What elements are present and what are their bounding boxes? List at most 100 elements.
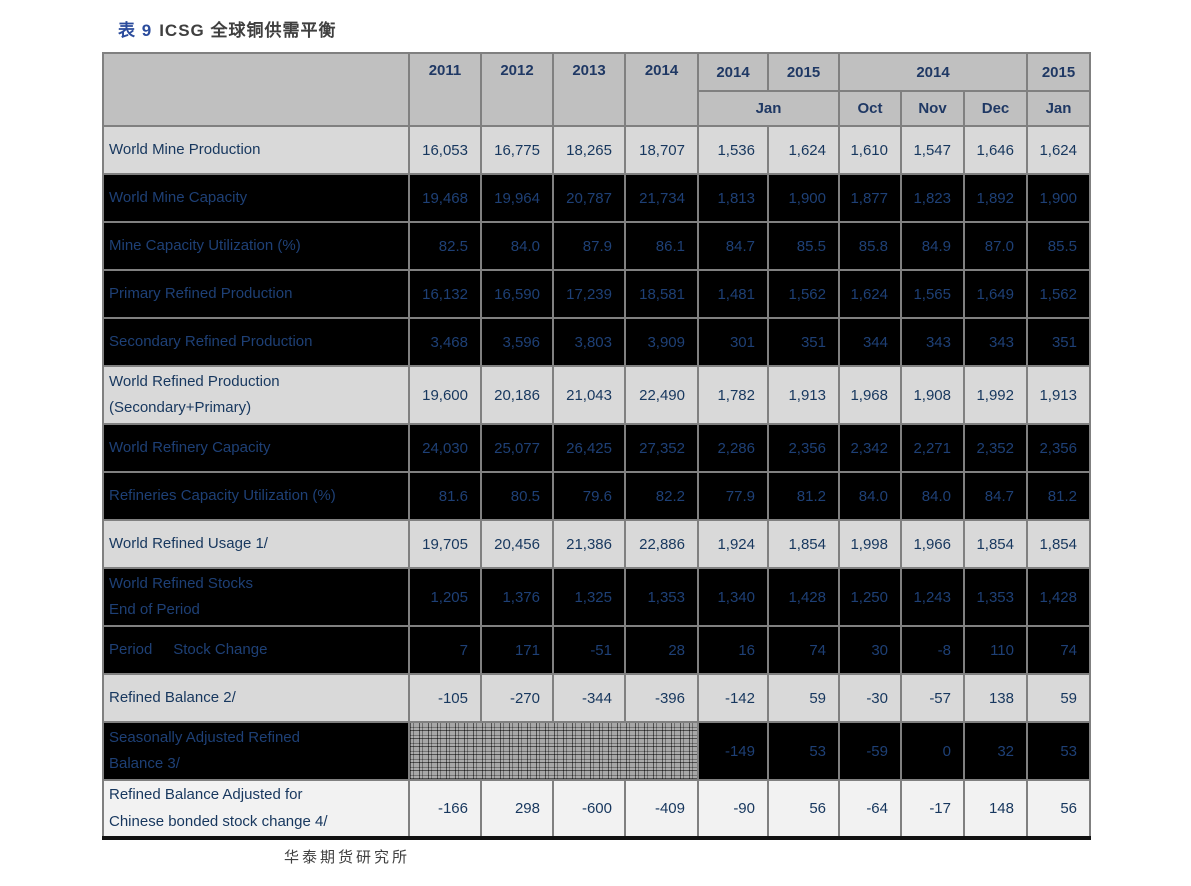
value-cell: 2,286 xyxy=(697,423,769,473)
value-cell: 1,900 xyxy=(1026,173,1091,223)
row-label: World Mine Production xyxy=(102,125,410,175)
value-cell: 56 xyxy=(1026,779,1091,839)
value-cell: 7 xyxy=(408,625,482,675)
value-cell: -59 xyxy=(838,721,902,781)
value-cell: 16,590 xyxy=(480,269,554,319)
value-cell: -30 xyxy=(838,673,902,723)
value-cell: -396 xyxy=(624,673,699,723)
value-cell: 1,913 xyxy=(1026,365,1091,425)
value-cell: -166 xyxy=(408,779,482,839)
value-cell: 21,043 xyxy=(552,365,626,425)
value-cell: 1,913 xyxy=(767,365,840,425)
value-cell: 53 xyxy=(1026,721,1091,781)
value-cell: 80.5 xyxy=(480,471,554,521)
value-cell: 110 xyxy=(963,625,1028,675)
value-cell: 87.9 xyxy=(552,221,626,271)
value-cell: 16 xyxy=(697,625,769,675)
value-cell: 26,425 xyxy=(552,423,626,473)
value-cell: 1,205 xyxy=(408,567,482,627)
value-cell: 1,562 xyxy=(1026,269,1091,319)
header-year-2014: 2014 xyxy=(624,52,699,127)
value-cell: 53 xyxy=(767,721,840,781)
value-cell: 1,854 xyxy=(767,519,840,569)
row-label: Period Stock Change xyxy=(102,625,410,675)
value-cell: 18,707 xyxy=(624,125,699,175)
value-cell: 22,490 xyxy=(624,365,699,425)
value-cell: 1,823 xyxy=(900,173,965,223)
value-cell: 138 xyxy=(963,673,1028,723)
value-cell: -409 xyxy=(624,779,699,839)
table-title-text: ICSG 全球铜供需平衡 xyxy=(159,21,337,40)
table-row: World Refined Stocks End of Period 1,205 1… xyxy=(102,567,1091,627)
value-cell: 1,547 xyxy=(900,125,965,175)
value-cell: 3,468 xyxy=(408,317,482,367)
value-cell: 17,239 xyxy=(552,269,626,319)
row-label: Primary Refined Production xyxy=(102,269,410,319)
value-cell: 59 xyxy=(767,673,840,723)
value-cell: 1,854 xyxy=(963,519,1028,569)
value-cell: 85.8 xyxy=(838,221,902,271)
table-row: Refined Balance 2/-105 -270 -344 -396 -142 59… xyxy=(102,673,1091,723)
value-cell: 32 xyxy=(963,721,1028,781)
value-cell: 2,271 xyxy=(900,423,965,473)
value-cell: 1,924 xyxy=(697,519,769,569)
value-cell: 84.7 xyxy=(963,471,1028,521)
value-cell: -8 xyxy=(900,625,965,675)
value-cell: 21,734 xyxy=(624,173,699,223)
value-cell: 84.0 xyxy=(838,471,902,521)
value-cell: 19,964 xyxy=(480,173,554,223)
value-cell: 1,877 xyxy=(838,173,902,223)
value-cell: 1,813 xyxy=(697,173,769,223)
value-cell: 21,386 xyxy=(552,519,626,569)
table-number-label: 表 9 xyxy=(118,21,153,40)
value-cell: -149 xyxy=(697,721,769,781)
value-cell: 74 xyxy=(767,625,840,675)
header-month-dec: Dec xyxy=(963,90,1028,127)
value-cell: 2,356 xyxy=(1026,423,1091,473)
value-cell: 30 xyxy=(838,625,902,675)
value-cell: 343 xyxy=(900,317,965,367)
value-cell: 1,340 xyxy=(697,567,769,627)
header-jan-right-year: 2015 xyxy=(767,52,840,92)
value-cell: 18,581 xyxy=(624,269,699,319)
value-cell: 1,966 xyxy=(900,519,965,569)
value-cell: 2,342 xyxy=(838,423,902,473)
table-row: World Refined Production (Secondary+Prim… xyxy=(102,365,1091,425)
value-cell: 301 xyxy=(697,317,769,367)
row-label: Secondary Refined Production xyxy=(102,317,410,367)
value-cell: 1,992 xyxy=(963,365,1028,425)
value-cell: 2,352 xyxy=(963,423,1028,473)
value-cell: 28 xyxy=(624,625,699,675)
value-cell: 81.6 xyxy=(408,471,482,521)
value-cell: 84.0 xyxy=(900,471,965,521)
row-label: Seasonally Adjusted Refined Balance 3/ xyxy=(102,721,410,781)
value-cell: 27,352 xyxy=(624,423,699,473)
value-cell: 1,562 xyxy=(767,269,840,319)
value-cell: -90 xyxy=(697,779,769,839)
value-cell: 84.9 xyxy=(900,221,965,271)
value-cell: 351 xyxy=(1026,317,1091,367)
value-cell: 1,376 xyxy=(480,567,554,627)
value-cell: 3,909 xyxy=(624,317,699,367)
table-row: Period Stock Change 7 171 -51 28 16 74 30 -8 110 7… xyxy=(102,625,1091,675)
value-cell: 1,243 xyxy=(900,567,965,627)
value-cell: 82.2 xyxy=(624,471,699,521)
table-row: Primary Refined Production 16,132 16,590 17… xyxy=(102,269,1091,319)
value-cell: 85.5 xyxy=(767,221,840,271)
value-cell: 298 xyxy=(480,779,554,839)
supply-demand-table: 2011 2012 2013 2014 2014 2015 2014 2015 … xyxy=(102,52,1091,840)
value-cell: 1,854 xyxy=(1026,519,1091,569)
value-cell: 81.2 xyxy=(1026,471,1091,521)
row-label: Refined Balance Adjusted for Chinese bon… xyxy=(102,779,410,839)
value-cell: 1,782 xyxy=(697,365,769,425)
header-year-2013: 2013 xyxy=(552,52,626,127)
value-cell: 20,787 xyxy=(552,173,626,223)
value-cell: 56 xyxy=(767,779,840,839)
value-cell: 20,456 xyxy=(480,519,554,569)
header-row-months: Jan Oct Nov Dec Jan xyxy=(103,90,1091,127)
value-cell: 1,353 xyxy=(963,567,1028,627)
row-label: World Refined Production (Secondary+Prim… xyxy=(102,365,410,425)
table-row: World Refinery Capacity 24,030 25,077 26,42… xyxy=(102,423,1091,473)
header-year-2011: 2011 xyxy=(408,52,482,127)
table-row: World Refined Usage 1/19,705 20,456 21,386… xyxy=(102,519,1091,569)
